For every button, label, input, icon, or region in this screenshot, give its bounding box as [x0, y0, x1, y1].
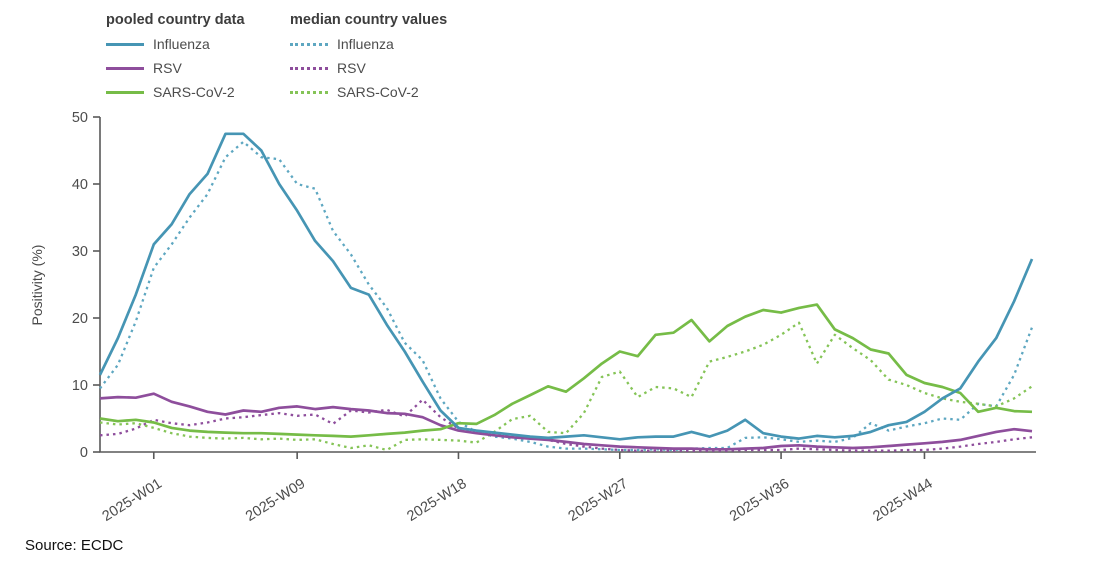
axis-lines: [99, 117, 1036, 453]
dotted-line-swatch-icon: [290, 90, 328, 94]
line-influenza-median-country-values: [99, 140, 1034, 452]
y-tick-label: 30: [72, 244, 88, 260]
legend-column-pooled: pooled country data Influenza RSV SARS-C…: [106, 8, 284, 104]
legend-item-influenza-median: Influenza: [290, 32, 490, 56]
y-tick-label: 20: [72, 311, 88, 327]
x-tick-label: 2025-W01: [100, 476, 165, 525]
dotted-line-swatch-icon: [290, 66, 328, 70]
y-axis-label: Positivity (%): [29, 245, 45, 326]
x-tick-label: 2025-W09: [243, 476, 308, 525]
legend-item-sars-cov-2-pooled: SARS-CoV-2: [106, 80, 284, 104]
legend-item-rsv-pooled: RSV: [106, 56, 284, 80]
solid-line-swatch-icon: [106, 90, 144, 94]
line-influenza-pooled-country-data: [98, 132, 1034, 441]
line-rsv-median-country-values: [99, 398, 1033, 452]
y-tick-label: 0: [80, 445, 88, 461]
legend-label: Influenza: [153, 36, 210, 52]
solid-line-swatch-icon: [106, 42, 144, 46]
x-tick-label: 2025-W36: [727, 476, 792, 525]
line-chart-canvas: 0 10 20 30 40 50 Positivity (%) 2025-W01 2025-W0…: [29, 110, 1036, 525]
x-tick-label: 2025-W27: [566, 476, 631, 525]
x-tick-label: 2025-W44: [870, 476, 935, 525]
legend-item-rsv-median: RSV: [290, 56, 490, 80]
legend-label: RSV: [337, 60, 366, 76]
legend-label: RSV: [153, 60, 182, 76]
legend-label: SARS-CoV-2: [153, 84, 235, 100]
legend-label: Influenza: [337, 36, 394, 52]
y-tick-label: 10: [72, 378, 88, 394]
y-tick-label: 50: [72, 110, 88, 126]
line-sars-cov-2-median-country-values: [99, 321, 1033, 452]
source-text: Source: ECDC: [25, 537, 124, 554]
line-sars-cov-2-pooled-country-data: [99, 303, 1033, 438]
dotted-line-swatch-icon: [290, 42, 328, 46]
legend-header-median: median country values: [290, 12, 448, 28]
line-rsv-pooled-country-data: [99, 392, 1033, 451]
legend-label: SARS-CoV-2: [337, 84, 419, 100]
legend-item-influenza-pooled: Influenza: [106, 32, 284, 56]
solid-line-swatch-icon: [106, 66, 144, 70]
x-tick-label: 2025-W18: [404, 476, 469, 525]
y-tick-label: 40: [72, 177, 88, 193]
legend-item-sars-cov-2-median: SARS-CoV-2: [290, 80, 490, 104]
legend-header-pooled: pooled country data: [106, 12, 245, 28]
chart-legend: pooled country data Influenza RSV SARS-C…: [106, 8, 490, 104]
legend-column-median: median country values Influenza RSV SARS…: [290, 8, 490, 104]
